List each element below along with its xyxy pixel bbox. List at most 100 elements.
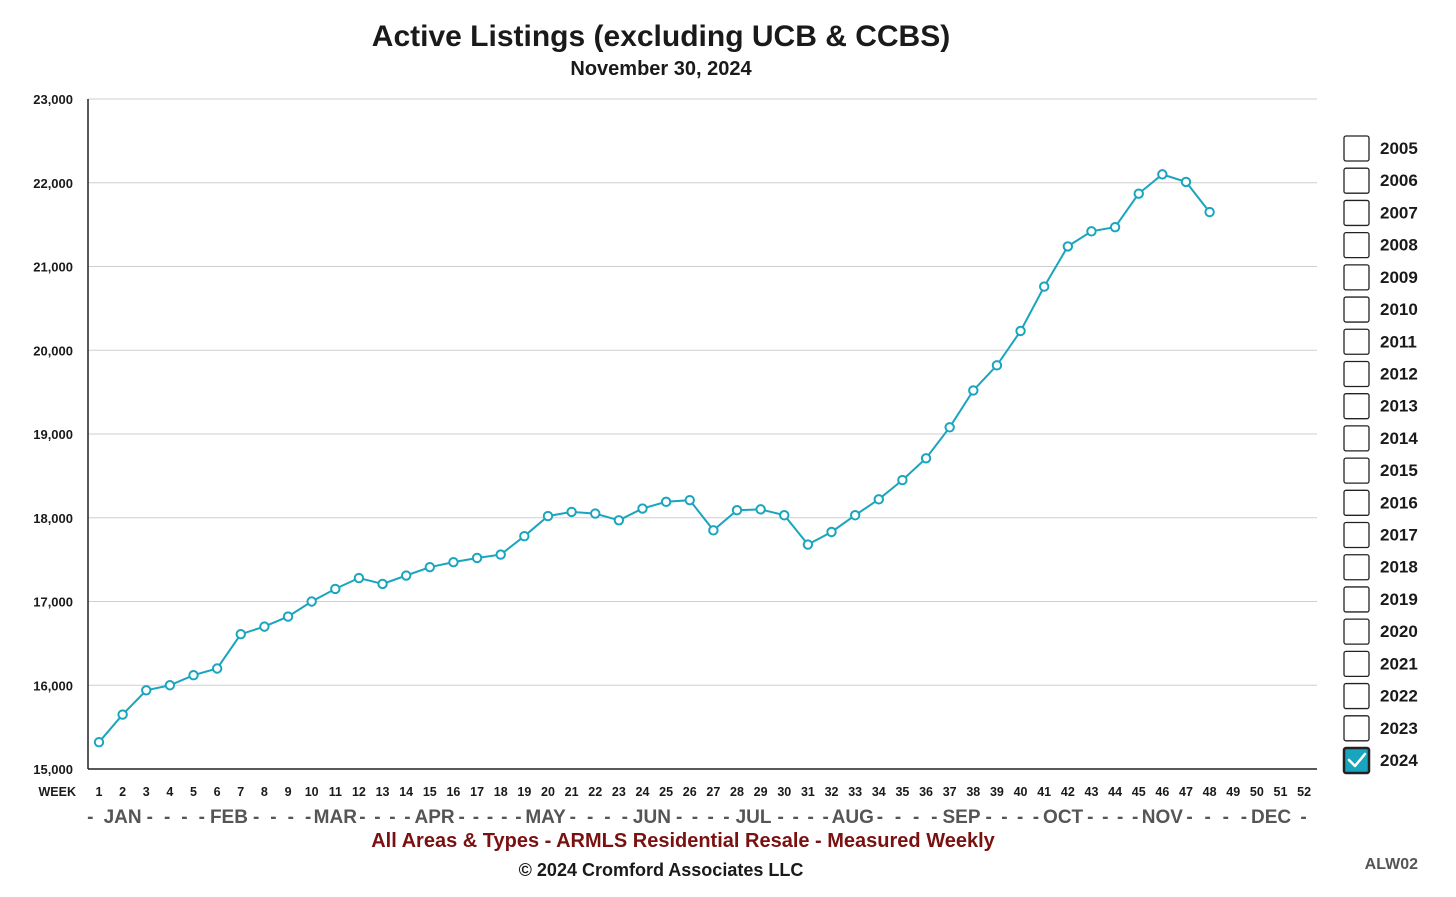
y-tick-label: 15,000 xyxy=(33,762,73,777)
legend-item-2012[interactable]: 2012 xyxy=(1343,360,1418,388)
legend-checkbox[interactable] xyxy=(1343,457,1370,484)
x-tick-label: 6 xyxy=(214,785,221,799)
legend-item-2006[interactable]: 2006 xyxy=(1343,167,1418,194)
legend-checkbox[interactable] xyxy=(1343,264,1370,291)
data-point xyxy=(1133,188,1144,199)
legend-item-2013[interactable]: 2013 xyxy=(1343,393,1418,420)
data-point xyxy=(566,506,577,518)
month-separator: - - - - xyxy=(253,807,311,828)
x-tick-label: 13 xyxy=(376,785,390,799)
legend-item-2024[interactable]: 2024 xyxy=(1342,746,1418,775)
x-tick-label: 39 xyxy=(990,785,1004,799)
legend-label: 2019 xyxy=(1380,590,1418,609)
legend-checkbox[interactable] xyxy=(1343,199,1370,227)
chart-code: ALW02 xyxy=(1365,856,1418,873)
month-label: OCT xyxy=(1043,807,1084,828)
x-tick-label: 18 xyxy=(494,785,508,799)
legend-checkbox[interactable] xyxy=(1343,135,1370,162)
legend-label: 2015 xyxy=(1380,461,1418,480)
legend-item-2011[interactable]: 2011 xyxy=(1343,328,1417,355)
legend-item-2014[interactable]: 2014 xyxy=(1343,425,1418,452)
legend-checkbox[interactable] xyxy=(1342,746,1371,775)
legend-item-2019[interactable]: 2019 xyxy=(1343,586,1418,613)
legend-item-2020[interactable]: 2020 xyxy=(1343,618,1418,645)
x-tick-label: 26 xyxy=(683,785,697,799)
legend-checkbox[interactable] xyxy=(1343,167,1370,194)
data-point xyxy=(141,685,152,696)
legend-checkbox[interactable] xyxy=(1343,715,1370,742)
legend-item-2022[interactable]: 2022 xyxy=(1343,682,1418,710)
legend-checkbox[interactable] xyxy=(1343,586,1370,613)
y-tick-label: 16,000 xyxy=(33,678,73,693)
legend-label: 2022 xyxy=(1380,687,1418,706)
legend-item-2016[interactable]: 2016 xyxy=(1343,489,1418,516)
legend-item-2017[interactable]: 2017 xyxy=(1343,521,1418,549)
data-point xyxy=(708,525,719,536)
month-label: DEC xyxy=(1251,807,1291,828)
legend-checkbox[interactable] xyxy=(1343,231,1370,259)
legend-label: 2018 xyxy=(1380,558,1418,577)
data-point xyxy=(1157,169,1168,180)
month-label: APR xyxy=(414,807,454,828)
legend-checkbox[interactable] xyxy=(1343,393,1370,420)
data-point xyxy=(117,709,128,720)
legend-checkbox[interactable] xyxy=(1343,425,1370,452)
x-tick-label: 29 xyxy=(754,785,768,799)
x-tick-label: 48 xyxy=(1203,785,1217,799)
legend-label: 2016 xyxy=(1380,493,1418,512)
legend-item-2010[interactable]: 2010 xyxy=(1343,296,1418,323)
x-tick-label: 20 xyxy=(541,785,555,799)
legend-checkbox[interactable] xyxy=(1343,554,1370,581)
x-tick-label: 34 xyxy=(872,785,886,799)
x-tick-label: 33 xyxy=(848,785,862,799)
y-tick-label: 20,000 xyxy=(33,343,73,358)
legend-checkbox[interactable] xyxy=(1343,489,1370,516)
legend-item-2018[interactable]: 2018 xyxy=(1343,554,1418,581)
legend-checkbox[interactable] xyxy=(1343,328,1370,355)
data-point xyxy=(542,510,554,522)
legend-checkbox[interactable] xyxy=(1343,521,1370,549)
legend-item-2005[interactable]: 2005 xyxy=(1343,135,1418,162)
x-tick-label: 24 xyxy=(636,785,650,799)
legend-checkbox[interactable] xyxy=(1343,682,1370,710)
legend-label: 2013 xyxy=(1380,397,1418,416)
legend-item-2009[interactable]: 2009 xyxy=(1343,264,1418,291)
data-point xyxy=(684,494,695,506)
legend-label: 2006 xyxy=(1380,171,1418,190)
legend-checkbox[interactable] xyxy=(1343,296,1370,323)
copyright-notice: © 2024 Cromford Associates LLC xyxy=(519,860,804,880)
chart-title: Active Listings (excluding UCB & CCBS) xyxy=(372,20,950,53)
x-axis: WEEK 1 2 3 4 5 6 7 8 9 10 11 12 13 14 15 16 17 18 19 20 21 22 2… xyxy=(39,768,1317,799)
x-tick-label: 42 xyxy=(1061,785,1075,799)
legend-item-2015[interactable]: 2015 xyxy=(1343,457,1418,484)
month-label: MAY xyxy=(525,807,566,828)
legend-label: 2009 xyxy=(1380,268,1418,287)
legend-checkbox[interactable] xyxy=(1343,360,1370,388)
x-tick-label: 43 xyxy=(1085,785,1099,799)
month-separator: - - - - xyxy=(877,807,938,828)
month-label: JAN xyxy=(104,807,142,828)
data-point xyxy=(519,530,530,542)
legend-item-2007[interactable]: 2007 xyxy=(1343,199,1418,227)
legend-item-2021[interactable]: 2021 xyxy=(1343,650,1418,678)
data-point xyxy=(330,583,341,595)
month-separator: - - - - - xyxy=(459,807,522,828)
legend-label: 2010 xyxy=(1380,300,1418,319)
legend-label: 2008 xyxy=(1380,236,1418,255)
data-point xyxy=(1109,221,1121,233)
legend-checkbox[interactable] xyxy=(1343,650,1370,678)
x-tick-label: 51 xyxy=(1274,785,1288,799)
series-layer xyxy=(93,169,1215,748)
data-point xyxy=(235,628,246,640)
y-tick-label: 23,000 xyxy=(33,92,73,107)
legend-item-2023[interactable]: 2023 xyxy=(1343,715,1418,742)
x-tick-label: 11 xyxy=(329,785,342,799)
legend-label: 2007 xyxy=(1380,203,1418,222)
legend-item-2008[interactable]: 2008 xyxy=(1343,231,1418,259)
data-point xyxy=(1039,281,1050,292)
x-tick-label: 15 xyxy=(423,785,437,799)
x-tick-label: 31 xyxy=(801,785,815,799)
legend-checkbox[interactable] xyxy=(1343,618,1370,645)
month-separator: - - - - xyxy=(1186,807,1247,828)
